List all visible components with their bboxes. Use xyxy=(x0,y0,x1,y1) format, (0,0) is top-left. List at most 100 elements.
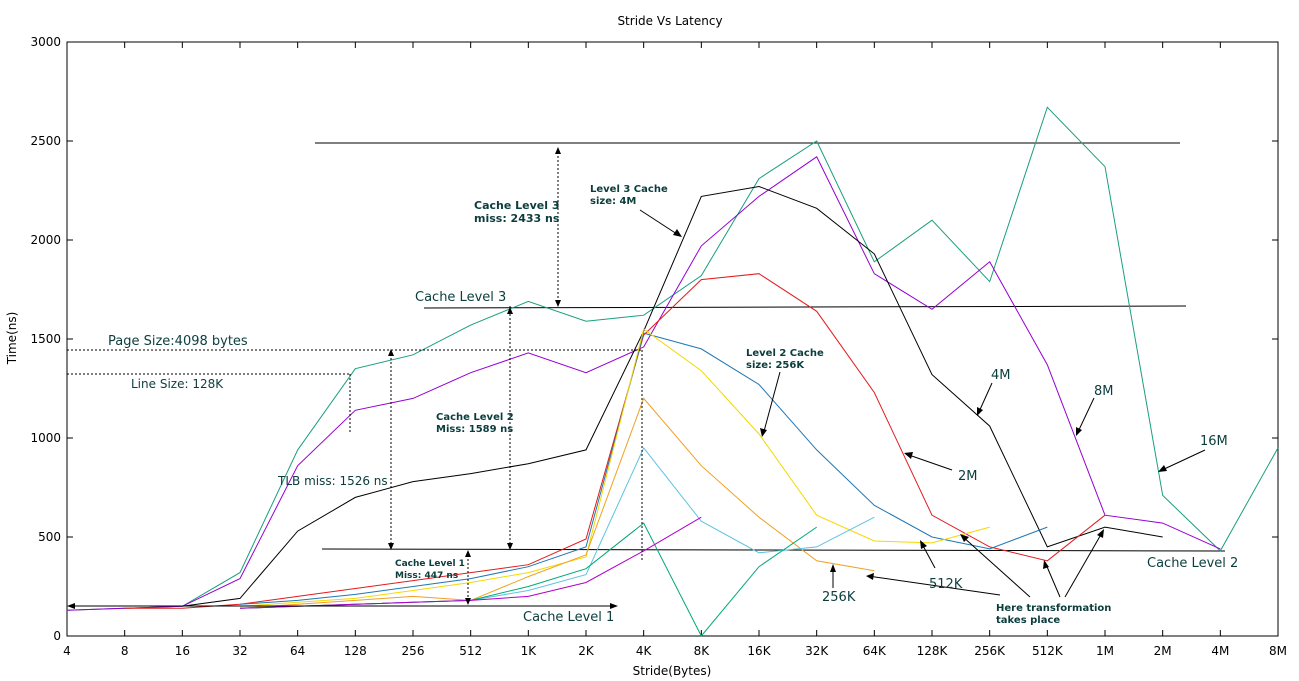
x-tick-label: 64K xyxy=(863,644,887,658)
arrowhead-8m xyxy=(1076,427,1082,436)
x-tick-label: 128 xyxy=(344,644,367,658)
x-tick-label: 512K xyxy=(1032,644,1064,658)
l2-size-label-1: Level 2 Cache xyxy=(746,348,824,359)
arrowhead-4m xyxy=(977,407,983,416)
transform-arrow-b xyxy=(961,535,1031,598)
l2-size-label-2: size: 256K xyxy=(746,360,805,371)
cache-level-1-label: Cache Level 1 xyxy=(523,610,614,625)
y-tick-label: 500 xyxy=(38,530,61,544)
l3-size-label-2: size: 4M xyxy=(590,196,636,207)
series-line-6 xyxy=(239,328,990,607)
x-ticks: 4 8 16 32 64 128 256 512 1K 2K 4K 8K 16K 32K 64K 128K 25… xyxy=(63,42,1287,658)
x-tick-label: 16K xyxy=(747,644,771,658)
l2-arrow-bottom xyxy=(507,543,513,550)
pointer-arrowheads xyxy=(673,229,1167,580)
tlb-arrow-bottom xyxy=(388,543,394,550)
cache-level-1-arrow-left xyxy=(67,603,75,609)
cache-level-2-label: Cache Level 2 xyxy=(1147,556,1238,571)
series-label-256k: 256K xyxy=(822,590,856,605)
series-label-512k: 512K xyxy=(929,577,963,592)
series-line-8 xyxy=(239,446,875,609)
l3-size-label-1: Level 3 Cache xyxy=(590,184,668,195)
arrow-16m xyxy=(1159,449,1206,472)
tlb-miss-label: TLB miss: 1526 ns xyxy=(277,474,388,488)
arrowhead-256k xyxy=(830,564,836,572)
x-tick-label: 256 xyxy=(402,644,425,658)
y-tick-label: 1500 xyxy=(30,332,61,346)
dotted-markers xyxy=(67,148,643,604)
x-tick-label: 2K xyxy=(578,644,595,658)
x-tick-label: 1K xyxy=(521,644,538,658)
l2-miss-label-2: Miss: 1589 ns xyxy=(436,424,513,435)
l3-miss-label-2: miss: 2433 ns xyxy=(474,212,560,225)
line-size-label: Line Size: 128K xyxy=(131,377,224,391)
transform-arrowhead-d xyxy=(1097,529,1104,538)
l1-miss-label-1: Cache Level 1 xyxy=(395,559,465,569)
transform-arrowhead-c xyxy=(1043,560,1049,569)
l1-arrow-top xyxy=(465,550,471,557)
page-size-label: Page Size:4098 bytes xyxy=(108,334,248,349)
y-ticks: 0 500 1000 1500 2000 2500 3000 xyxy=(30,35,1278,643)
x-tick-label: 64 xyxy=(290,644,305,658)
cache-level-2-line xyxy=(321,548,1226,552)
l3-arrow-top xyxy=(555,147,561,154)
y-tick-label: 2500 xyxy=(30,134,61,148)
cache-level-3-label: Cache Level 3 xyxy=(415,290,506,305)
transform-arrow-c xyxy=(1044,561,1061,598)
x-tick-label: 256K xyxy=(974,644,1006,658)
x-tick-label: 4M xyxy=(1211,644,1229,658)
x-tick-label: 8K xyxy=(694,644,711,658)
x-tick-label: 2M xyxy=(1154,644,1172,658)
l3-size-arrowhead xyxy=(673,229,682,237)
l2-arrow-top xyxy=(507,307,513,314)
transform-arrowhead-b xyxy=(960,534,969,542)
y-tick-label: 1000 xyxy=(30,431,61,445)
l1-miss-label-2: Miss: 447 ns xyxy=(395,571,458,581)
arrowhead-512k xyxy=(920,540,927,549)
l2-miss-label-1: Cache Level 2 xyxy=(436,412,514,423)
cache-level-3-line xyxy=(423,305,1187,309)
transform-arrowhead-a xyxy=(866,573,874,580)
l2-size-arrowhead xyxy=(760,428,767,437)
series-label-16m: 16M xyxy=(1200,434,1228,449)
y-tick-label: 2000 xyxy=(30,233,61,247)
x-tick-label: 4K xyxy=(636,644,653,658)
l1-arrow-bottom xyxy=(465,598,471,605)
l3-miss-label-1: Cache Level 3 xyxy=(474,199,560,212)
l3-arrow-bottom xyxy=(555,300,561,307)
transform-arrow-a xyxy=(867,575,1001,596)
tlb-arrow-top xyxy=(388,349,394,356)
y-tick-label: 3000 xyxy=(30,35,61,49)
arrow-2m xyxy=(905,453,953,471)
series-label-4m: 4M xyxy=(991,368,1011,383)
l3-size-arrow xyxy=(639,209,681,237)
series-line-2 xyxy=(66,156,1221,611)
series-label-2m: 2M xyxy=(958,469,978,484)
arrowhead-2m xyxy=(904,452,913,459)
series-layer xyxy=(66,106,1279,637)
arrow-8m xyxy=(1076,397,1095,435)
series-line-3 xyxy=(182,185,1163,607)
x-tick-label: 512 xyxy=(459,644,482,658)
arrowhead-16m xyxy=(1158,465,1167,472)
series-line-7 xyxy=(239,397,875,609)
cache-level-1-arrow-right xyxy=(610,603,618,609)
series-line-5 xyxy=(239,332,1048,605)
x-tick-label: 32 xyxy=(232,644,247,658)
x-tick-label: 8M xyxy=(1269,644,1287,658)
transform-label-2: takes place xyxy=(996,615,1060,626)
y-axis-label: Time(ns) xyxy=(5,312,19,366)
pointer-arrows xyxy=(639,209,1206,598)
transform-label-1: Here transformation xyxy=(996,603,1111,614)
series-line-4 xyxy=(124,273,1106,609)
chart-title: Stride Vs Latency xyxy=(617,14,722,28)
transform-arrow-d xyxy=(1064,530,1104,598)
x-tick-label: 128K xyxy=(917,644,949,658)
x-tick-label: 4 xyxy=(63,644,71,658)
series-label-8m: 8M xyxy=(1094,384,1114,399)
l2-size-arrow xyxy=(762,371,781,436)
dotted-arrowheads xyxy=(388,147,561,605)
x-tick-label: 1M xyxy=(1096,644,1114,658)
x-tick-label: 32K xyxy=(805,644,829,658)
